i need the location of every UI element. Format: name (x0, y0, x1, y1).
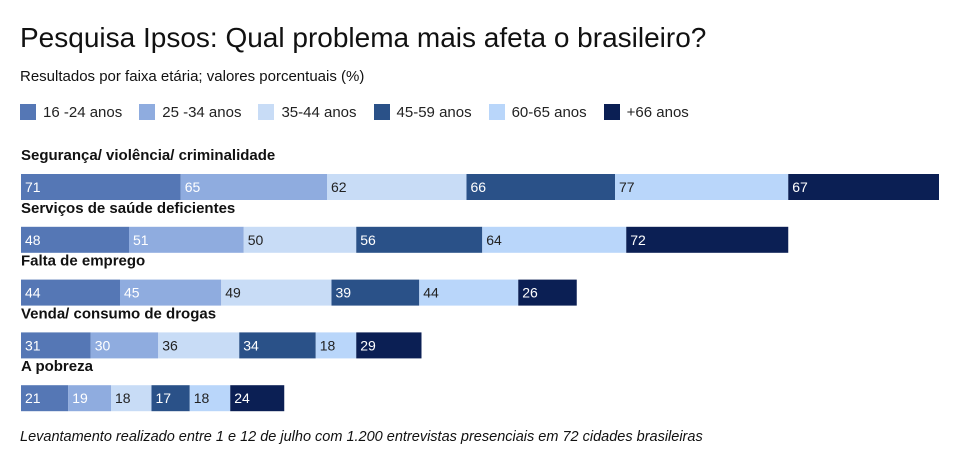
bar-value-label: 50 (248, 232, 264, 248)
chart-footnote: Levantamento realizado entre 1 e 12 de j… (20, 429, 703, 445)
bar-segment (482, 227, 626, 253)
bar-value-label: 72 (630, 232, 646, 248)
bar-value-label: 36 (162, 337, 178, 353)
category-label: Venda/ consumo de drogas (21, 305, 216, 322)
bar-value-label: 17 (156, 390, 172, 406)
bar-segment (21, 174, 181, 200)
bar-segment (181, 174, 327, 200)
bar-value-label: 24 (234, 390, 250, 406)
bar-value-label: 44 (423, 285, 439, 301)
bar-value-label: 64 (486, 232, 502, 248)
category-label: A pobreza (21, 358, 94, 375)
category-label: Serviços de saúde deficientes (21, 200, 235, 217)
bar-value-label: 45 (124, 285, 140, 301)
chart-page: Pesquisa Ipsos: Qual problema mais afeta… (0, 0, 960, 450)
bar-segment (615, 174, 788, 200)
bar-value-label: 26 (522, 285, 538, 301)
bar-segment (788, 174, 939, 200)
bar-value-label: 67 (792, 179, 808, 195)
bar-value-label: 77 (619, 179, 635, 195)
bar-value-label: 31 (25, 337, 41, 353)
bar-value-label: 34 (243, 337, 259, 353)
bar-value-label: 49 (225, 285, 241, 301)
bar-value-label: 18 (115, 390, 131, 406)
bar-value-label: 71 (25, 179, 41, 195)
category-label: Segurança/ violência/ criminalidade (21, 147, 275, 164)
bar-value-label: 66 (471, 179, 487, 195)
bar-value-label: 51 (133, 232, 149, 248)
bar-value-label: 21 (25, 390, 41, 406)
category-label: Falta de emprego (21, 253, 145, 270)
bar-value-label: 44 (25, 285, 41, 301)
bar-value-label: 56 (360, 232, 376, 248)
bar-value-label: 30 (95, 337, 111, 353)
bar-segment (626, 227, 788, 253)
bar-value-label: 62 (331, 179, 347, 195)
bar-value-label: 18 (320, 337, 336, 353)
bar-value-label: 19 (72, 390, 88, 406)
stacked-bar-chart: Segurança/ violência/ criminalidade 71 65 6… (0, 0, 960, 450)
bar-segment (327, 174, 467, 200)
bar-value-label: 29 (360, 337, 376, 353)
bar-value-label: 18 (194, 390, 210, 406)
bar-segment (467, 174, 616, 200)
bar-value-label: 39 (336, 285, 352, 301)
bar-value-label: 65 (185, 179, 201, 195)
bar-value-label: 48 (25, 232, 41, 248)
